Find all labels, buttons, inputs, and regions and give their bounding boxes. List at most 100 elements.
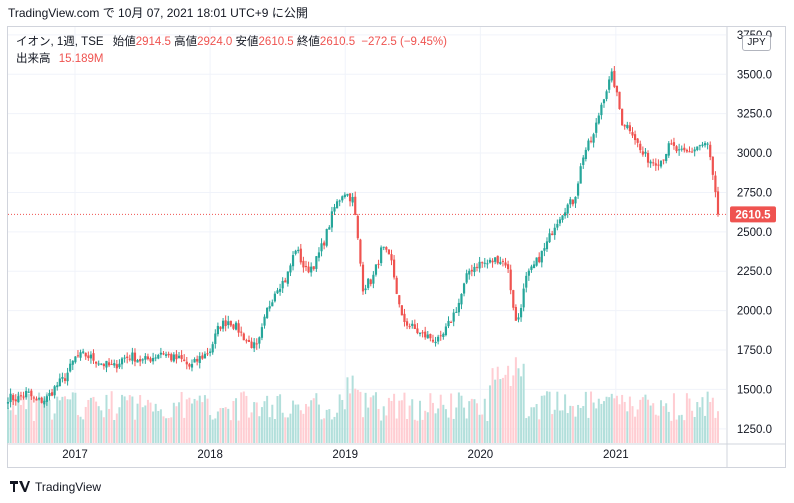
candle-body bbox=[123, 357, 126, 359]
candle-body bbox=[19, 395, 23, 397]
last-price-badge-bg bbox=[730, 206, 776, 223]
volume-bar bbox=[152, 411, 155, 443]
volume-bar bbox=[473, 399, 476, 443]
currency-badge[interactable]: JPY bbox=[742, 35, 771, 51]
volume-bar bbox=[110, 391, 113, 443]
candle-body bbox=[232, 324, 235, 329]
volume-bar bbox=[680, 414, 683, 443]
candle-body bbox=[63, 378, 67, 381]
volume-bar bbox=[69, 399, 72, 443]
volume-bar bbox=[408, 405, 411, 443]
volume-bar bbox=[232, 401, 235, 443]
price-tick-label: 3250.0 bbox=[737, 109, 772, 121]
volume-bar bbox=[377, 408, 380, 443]
volume-bar bbox=[667, 411, 670, 443]
candle-body bbox=[273, 293, 276, 302]
volume-bar bbox=[250, 412, 253, 443]
candle-body bbox=[351, 197, 354, 203]
volume-bar bbox=[413, 419, 416, 443]
volume-bar bbox=[610, 393, 613, 443]
volume-bar bbox=[237, 420, 240, 443]
candle-body bbox=[633, 134, 637, 141]
volume-bar bbox=[235, 398, 238, 443]
candle-body bbox=[45, 396, 48, 402]
volume-bar bbox=[665, 403, 668, 443]
candle-body bbox=[670, 143, 673, 145]
volume-bar bbox=[387, 397, 390, 443]
price-tick-label: 3500.0 bbox=[737, 69, 772, 81]
candle-body bbox=[22, 396, 25, 398]
candle-body bbox=[709, 144, 712, 158]
volume-bar bbox=[439, 394, 442, 443]
candle-body bbox=[561, 215, 564, 220]
volume-bar bbox=[242, 391, 245, 443]
volume-bar bbox=[273, 418, 276, 443]
volume-bar bbox=[499, 379, 502, 443]
candle-body bbox=[141, 359, 144, 361]
volume-bar bbox=[211, 419, 214, 443]
volume-bar bbox=[362, 417, 364, 443]
volume-bar bbox=[452, 418, 455, 443]
candle-body bbox=[203, 353, 207, 359]
volume-bar bbox=[652, 403, 655, 443]
volume-bar bbox=[468, 401, 471, 443]
candle-body bbox=[89, 354, 93, 359]
volume-bar bbox=[533, 407, 536, 443]
candle-body bbox=[558, 219, 562, 224]
candle-body bbox=[242, 333, 245, 341]
volume-bar bbox=[574, 416, 577, 443]
candle-body bbox=[400, 305, 403, 316]
volume-bar bbox=[621, 394, 624, 443]
volume-bar bbox=[688, 398, 691, 443]
volume-bar bbox=[180, 391, 183, 443]
candle-body bbox=[177, 355, 181, 359]
volume-bar bbox=[600, 403, 603, 443]
volume-bar bbox=[43, 398, 46, 443]
candle-body bbox=[325, 229, 328, 246]
volume-bar bbox=[304, 403, 307, 443]
publish-header: TradingView.com で 10月 07, 2021 18:01 UTC… bbox=[8, 6, 308, 20]
volume-bar bbox=[714, 417, 717, 443]
volume-bar bbox=[126, 400, 129, 443]
volume-bar bbox=[514, 357, 517, 443]
volume-bar bbox=[292, 400, 295, 443]
volume-bar bbox=[659, 400, 662, 443]
volume-bar bbox=[590, 391, 593, 443]
volume-bar bbox=[279, 394, 282, 443]
volume-bar bbox=[131, 396, 134, 443]
price-tick-label: 2500.0 bbox=[737, 227, 772, 239]
candle-body bbox=[486, 263, 489, 265]
volume-bar bbox=[260, 407, 263, 443]
candle-body bbox=[359, 239, 362, 264]
candle-body bbox=[680, 148, 683, 150]
candle-body bbox=[519, 307, 523, 318]
candle-body bbox=[260, 327, 264, 338]
volume-bar bbox=[419, 400, 422, 443]
candle-body bbox=[193, 358, 196, 363]
candle-body bbox=[240, 331, 243, 333]
volume-bar bbox=[196, 400, 199, 443]
candle-body bbox=[685, 149, 689, 152]
volume-bar bbox=[71, 392, 74, 443]
candle-body bbox=[237, 323, 240, 333]
volume-bar bbox=[203, 395, 206, 443]
candle-body bbox=[110, 364, 113, 366]
volume-bar bbox=[613, 398, 616, 443]
volume-bar bbox=[310, 400, 313, 443]
volume-bar bbox=[165, 418, 168, 443]
volume-bar bbox=[442, 404, 445, 443]
volume-bar bbox=[343, 409, 346, 443]
symbol-label[interactable]: イオン, 1週, TSE bbox=[16, 36, 104, 48]
volume-bar bbox=[626, 411, 629, 443]
volume-bar bbox=[167, 418, 170, 443]
volume-bar bbox=[17, 393, 20, 443]
candle-body bbox=[209, 351, 212, 353]
candle-body bbox=[496, 255, 499, 264]
volume-bar bbox=[649, 405, 652, 443]
volume-bar bbox=[380, 420, 383, 443]
candle-body bbox=[413, 324, 416, 330]
candle-body bbox=[665, 154, 668, 162]
candle-body bbox=[504, 262, 507, 266]
volume-bar bbox=[35, 400, 38, 443]
volume-bar bbox=[19, 404, 22, 443]
